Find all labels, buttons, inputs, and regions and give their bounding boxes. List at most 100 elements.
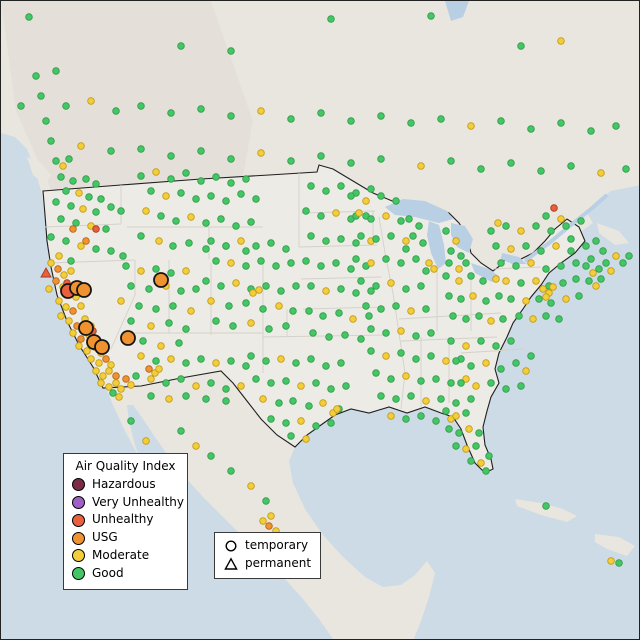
aqi-monitor-dot[interactable] — [162, 192, 170, 200]
aqi-monitor-dot[interactable] — [462, 409, 470, 417]
aqi-monitor-dot[interactable] — [282, 419, 290, 427]
aqi-monitor-dot[interactable] — [297, 417, 305, 425]
aqi-monitor-dot[interactable] — [497, 365, 505, 373]
aqi-monitor-dot[interactable] — [82, 175, 90, 183]
aqi-monitor-dot[interactable] — [87, 97, 95, 105]
aqi-temporary-monitor-large[interactable] — [78, 320, 94, 336]
aqi-monitor-dot[interactable] — [602, 259, 610, 267]
aqi-monitor-dot[interactable] — [552, 242, 560, 250]
aqi-monitor-dot[interactable] — [152, 168, 160, 176]
aqi-monitor-dot[interactable] — [475, 429, 483, 437]
aqi-monitor-dot[interactable] — [442, 272, 450, 280]
aqi-monitor-dot[interactable] — [55, 297, 63, 305]
aqi-monitor-dot[interactable] — [92, 367, 100, 375]
aqi-monitor-dot[interactable] — [167, 269, 175, 277]
aqi-monitor-dot[interactable] — [52, 157, 60, 165]
aqi-monitor-dot[interactable] — [492, 342, 500, 350]
aqi-monitor-dot[interactable] — [77, 142, 85, 150]
aqi-monitor-dot[interactable] — [287, 259, 295, 267]
aqi-monitor-dot[interactable] — [462, 445, 470, 453]
aqi-monitor-dot[interactable] — [75, 342, 83, 350]
aqi-monitor-dot[interactable] — [202, 277, 210, 285]
aqi-monitor-dot[interactable] — [502, 385, 510, 393]
aqi-monitor-dot[interactable] — [477, 337, 485, 345]
aqi-monitor-dot[interactable] — [227, 467, 235, 475]
aqi-monitor-dot[interactable] — [377, 305, 385, 313]
aqi-monitor-dot[interactable] — [445, 425, 453, 433]
aqi-monitor-dot[interactable] — [137, 145, 145, 153]
aqi-monitor-dot[interactable] — [172, 217, 180, 225]
aqi-monitor-dot[interactable] — [585, 277, 593, 285]
aqi-monitor-dot[interactable] — [62, 102, 70, 110]
aqi-monitor-dot[interactable] — [547, 227, 555, 235]
aqi-monitor-dot[interactable] — [282, 322, 290, 330]
aqi-monitor-dot[interactable] — [207, 379, 215, 387]
aqi-monitor-dot[interactable] — [387, 375, 395, 383]
aqi-monitor-dot[interactable] — [452, 237, 460, 245]
aqi-permanent-monitor-triangle[interactable] — [40, 267, 52, 278]
aqi-monitor-dot[interactable] — [337, 182, 345, 190]
aqi-monitor-dot[interactable] — [319, 312, 327, 320]
aqi-monitor-dot[interactable] — [532, 222, 540, 230]
aqi-monitor-dot[interactable] — [502, 222, 510, 230]
aqi-monitor-dot[interactable] — [182, 169, 190, 177]
aqi-monitor-dot[interactable] — [455, 277, 463, 285]
aqi-monitor-dot[interactable] — [557, 37, 565, 45]
aqi-monitor-dot[interactable] — [192, 285, 200, 293]
aqi-monitor-dot[interactable] — [175, 339, 183, 347]
aqi-monitor-dot[interactable] — [333, 405, 341, 413]
aqi-monitor-dot[interactable] — [397, 327, 405, 335]
aqi-monitor-dot[interactable] — [367, 185, 375, 193]
aqi-monitor-dot[interactable] — [507, 159, 515, 167]
aqi-monitor-dot[interactable] — [292, 359, 300, 367]
aqi-monitor-dot[interactable] — [192, 382, 200, 390]
aqi-monitor-dot[interactable] — [112, 107, 120, 115]
aqi-monitor-dot[interactable] — [297, 382, 305, 390]
aqi-monitor-dot[interactable] — [145, 285, 153, 293]
aqi-monitor-dot[interactable] — [462, 342, 470, 350]
aqi-monitor-dot[interactable] — [242, 262, 250, 270]
aqi-monitor-dot[interactable] — [517, 279, 525, 287]
aqi-monitor-dot[interactable] — [352, 239, 360, 247]
aqi-monitor-dot[interactable] — [495, 292, 503, 300]
aqi-monitor-dot[interactable] — [117, 297, 125, 305]
aqi-monitor-dot[interactable] — [497, 117, 505, 125]
aqi-monitor-dot[interactable] — [62, 237, 70, 245]
aqi-monitor-dot[interactable] — [445, 259, 453, 267]
aqi-monitor-dot[interactable] — [317, 152, 325, 160]
aqi-monitor-dot[interactable] — [62, 303, 70, 311]
aqi-monitor-dot[interactable] — [422, 305, 430, 313]
aqi-monitor-dot[interactable] — [485, 452, 493, 460]
aqi-monitor-dot[interactable] — [355, 209, 363, 217]
aqi-monitor-dot[interactable] — [102, 355, 110, 363]
aqi-monitor-dot[interactable] — [622, 165, 630, 173]
aqi-monitor-dot[interactable] — [559, 279, 567, 287]
aqi-monitor-dot[interactable] — [572, 275, 580, 283]
aqi-monitor-dot[interactable] — [442, 357, 450, 365]
aqi-monitor-dot[interactable] — [457, 379, 465, 387]
aqi-monitor-dot[interactable] — [482, 467, 490, 475]
aqi-monitor-dot[interactable] — [287, 115, 295, 123]
aqi-monitor-dot[interactable] — [217, 282, 225, 290]
aqi-monitor-dot[interactable] — [417, 377, 425, 385]
aqi-monitor-dot[interactable] — [437, 115, 445, 123]
aqi-monitor-dot[interactable] — [47, 137, 55, 145]
aqi-monitor-dot[interactable] — [307, 182, 315, 190]
aqi-monitor-dot[interactable] — [562, 222, 570, 230]
aqi-monitor-dot[interactable] — [119, 252, 127, 260]
aqi-monitor-dot[interactable] — [365, 312, 373, 320]
aqi-monitor-dot[interactable] — [407, 392, 415, 400]
aqi-monitor-dot[interactable] — [452, 442, 460, 450]
aqi-monitor-dot[interactable] — [155, 365, 163, 373]
aqi-monitor-dot[interactable] — [352, 255, 360, 263]
aqi-monitor-dot[interactable] — [212, 359, 220, 367]
aqi-monitor-dot[interactable] — [237, 190, 245, 198]
aqi-monitor-dot[interactable] — [467, 362, 475, 370]
aqi-monitor-dot[interactable] — [57, 173, 65, 181]
aqi-monitor-dot[interactable] — [539, 285, 547, 293]
aqi-monitor-dot[interactable] — [95, 359, 103, 367]
aqi-monitor-dot[interactable] — [472, 442, 480, 450]
aqi-monitor-dot[interactable] — [275, 399, 283, 407]
aqi-monitor-dot[interactable] — [157, 342, 165, 350]
aqi-monitor-dot[interactable] — [587, 255, 595, 263]
